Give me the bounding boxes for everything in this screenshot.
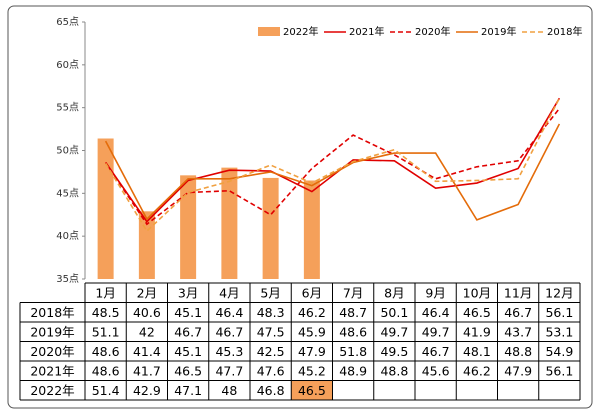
table-cell: 51.1 [92,324,120,339]
line [104,123,561,221]
table-cell: 49.7 [422,324,450,339]
table-cell: 46.4 [215,305,243,320]
column-header: 6月 [302,285,322,300]
table-cell: 51.8 [339,344,367,359]
legend-label: 2019年 [481,25,516,38]
legend-label: 2018年 [547,25,582,38]
bar [221,167,238,279]
table-cell: 48.8 [380,363,408,378]
table-cell: 47.7 [215,363,243,378]
table-cell: 45.6 [422,363,450,378]
y-tick-label: 55点 [56,102,79,114]
column-header: 12月 [545,285,573,300]
legend-label: 2020年 [415,25,450,38]
table-cell: 48 [221,383,237,398]
row-header: 2019年 [30,324,74,339]
row-header: 2018年 [30,305,74,320]
table-cell: 56.1 [545,363,573,378]
bar [180,175,197,279]
table-cell: 42.9 [133,383,161,398]
table-cell: 41.4 [133,344,161,359]
column-header: 5月 [260,285,280,300]
table-cell: 49.5 [380,344,408,359]
table-cell: 41.7 [133,363,161,378]
table-cell: 45.1 [174,305,202,320]
table-cell: 45.1 [174,344,202,359]
legend-swatch [258,27,280,36]
table-cell: 40.6 [133,305,161,320]
table-cell: 46.8 [257,383,285,398]
table-cell: 46.7 [422,344,450,359]
table-cell: 48.6 [339,324,367,339]
table-cell: 48.8 [504,344,532,359]
y-tick-label: 65点 [56,16,79,28]
table-cell: 50.1 [380,305,408,320]
table-cell: 45.2 [298,363,326,378]
table-cell: 46.2 [463,363,491,378]
y-tick-label: 60点 [56,59,79,71]
column-header: 1月 [95,285,115,300]
column-header: 4月 [219,285,239,300]
column-header: 9月 [425,285,445,300]
table-cell: 48.9 [339,363,367,378]
row-header: 2022年 [30,383,74,398]
column-header: 8月 [384,285,404,300]
table-cell: 47.5 [257,324,285,339]
table-cell: 47.9 [504,363,532,378]
column-header: 11月 [504,285,532,300]
table-cell: 56.1 [545,305,573,320]
column-header: 2月 [137,285,157,300]
table-cell: 54.9 [545,344,573,359]
y-tick-label: 50点 [56,145,79,157]
column-header: 3月 [178,285,198,300]
table-cell: 46.5 [174,363,202,378]
column-header: 7月 [343,285,363,300]
table-cell: 47.1 [174,383,202,398]
table-cell: 42 [139,324,155,339]
y-tick-label: 45点 [56,187,79,199]
table-cell: 47.6 [257,363,285,378]
table-cell: 45.3 [215,344,243,359]
bar [262,177,279,279]
y-tick-label: 35点 [56,273,79,285]
legend-label: 2021年 [349,25,384,38]
frame [7,5,593,409]
line [104,108,561,226]
table-cell: 46.5 [463,305,491,320]
table-cell: 46.7 [215,324,243,339]
y-tick-label: 40点 [56,230,79,242]
table-cell: 53.1 [545,324,573,339]
table-cell: 46.2 [298,305,326,320]
table-cell: 43.7 [504,324,532,339]
table-cell: 49.7 [380,324,408,339]
table-cell: 47.9 [298,344,326,359]
table-cell: 41.9 [463,324,491,339]
legend-label: 2022年 [283,25,318,38]
bar [303,180,320,279]
table-cell: 46.7 [504,305,532,320]
table-cell: 46.4 [422,305,450,320]
bar [97,138,114,279]
table-cell: 48.6 [92,344,120,359]
table-cell: 48.1 [463,344,491,359]
table-cell: 45.9 [298,324,326,339]
table-cell: 42.5 [257,344,285,359]
highlight-cell [291,380,333,400]
table-cell: 48.7 [339,305,367,320]
line [104,97,561,233]
table-cell: 48.6 [92,363,120,378]
row-header: 2021年 [30,363,74,378]
table-cell: 48.5 [92,305,120,320]
table-cell: 46.7 [174,324,202,339]
column-header: 10月 [463,285,491,300]
table-cell: 51.4 [92,383,120,398]
table-cell: 46.5 [298,383,326,398]
table-cell: 48.3 [257,305,285,320]
row-header: 2020年 [30,344,74,359]
